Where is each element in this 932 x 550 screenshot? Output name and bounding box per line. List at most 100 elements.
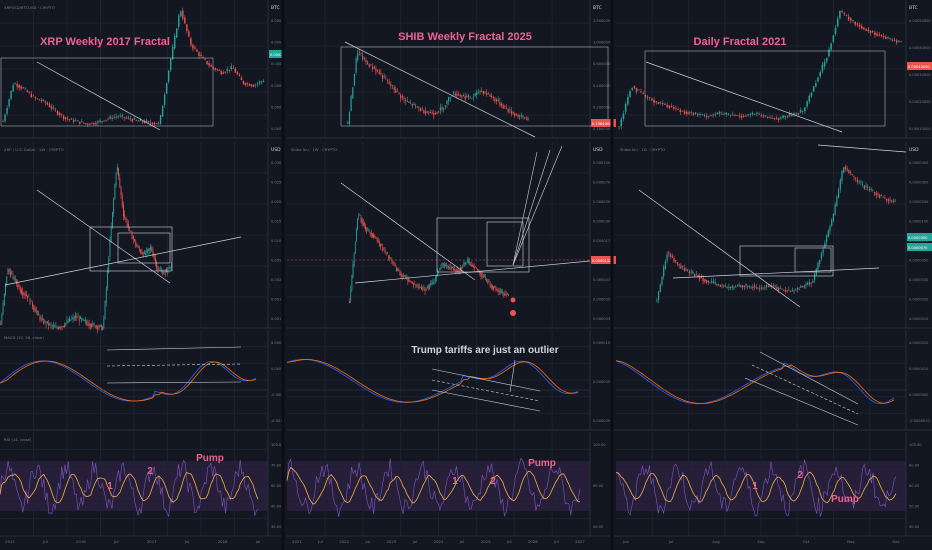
candle-body (799, 110, 802, 113)
candle-body (476, 91, 478, 95)
candle-body (686, 111, 688, 114)
price-badge-label: 0.0002 (270, 53, 283, 57)
axis-tick-label: 0.0000010 (909, 367, 929, 371)
candle-body (495, 99, 498, 102)
candle-body (232, 67, 235, 69)
rsi-annotation: 2 (490, 476, 496, 487)
pane-header: RSI (14, close) (4, 437, 32, 442)
candle-body (699, 276, 701, 280)
candle-body (373, 234, 374, 238)
candle-body (889, 199, 891, 201)
candle-body (772, 285, 775, 287)
axis-tick-label: -0.0005 (271, 393, 285, 397)
candle-body (830, 43, 832, 50)
candle-body (675, 260, 677, 261)
candle-body (728, 287, 730, 288)
candle-body (693, 273, 696, 277)
candle-body (433, 282, 435, 284)
candle-body (426, 111, 428, 113)
candle-body (246, 83, 249, 85)
candle-body (367, 62, 369, 65)
candle-body (791, 289, 793, 291)
candle-body (148, 248, 150, 251)
candle-body (690, 112, 693, 113)
candle-body (1, 314, 3, 325)
candle-body (889, 38, 891, 39)
candle-body (73, 120, 75, 122)
trendline (36, 189, 171, 284)
candle-body (25, 294, 27, 297)
candle-body (147, 248, 149, 252)
candle-body (378, 241, 380, 246)
candle-body (161, 106, 164, 117)
candle-body (656, 299, 658, 301)
candle-body (863, 27, 865, 30)
candle-body (95, 122, 97, 125)
candle-body (743, 285, 745, 287)
candle-body (391, 85, 394, 87)
candle-body (488, 281, 490, 283)
candle-body (685, 269, 687, 271)
candle-body (620, 119, 623, 127)
axis-tick-label: 0.4000000 (593, 84, 613, 88)
candle-body (489, 283, 491, 287)
channel-line (431, 368, 541, 392)
candle-body (169, 58, 172, 71)
candle-body (875, 192, 877, 196)
axis-tick-label: 0.0025 (271, 278, 284, 282)
time-axis-label: 2021 (292, 539, 302, 544)
candle-body (418, 286, 420, 288)
candle-body (855, 178, 857, 179)
candle-body (26, 90, 28, 92)
candle-body (509, 109, 511, 111)
axis-tick-label: 0.00030000 (909, 73, 931, 77)
candle-body (752, 286, 754, 288)
candle-body (29, 298, 31, 304)
candle-body (740, 285, 742, 288)
axis-tick-label: 0.0000200 (909, 200, 929, 204)
candle-body (494, 286, 496, 288)
candle-body (53, 325, 54, 327)
channel-line (759, 351, 859, 405)
candle-body (731, 285, 733, 288)
candle-body (260, 81, 263, 83)
candle-body (170, 266, 172, 268)
candle-body (712, 281, 715, 284)
candle-body (718, 112, 721, 114)
candle-body (408, 279, 410, 282)
candle-body (736, 285, 739, 287)
candle-body (151, 122, 154, 125)
candle-body (441, 262, 443, 266)
candle-body (750, 286, 752, 288)
candle-body (60, 114, 63, 116)
candle-body (30, 93, 33, 98)
fractal-box-inner (117, 232, 171, 264)
candle-body (784, 115, 787, 118)
candle-body (380, 73, 382, 74)
candle-body (115, 116, 117, 118)
pane-header: XRP / U.S. Dollar · 1W · CRYPTO (4, 147, 64, 152)
candle-body (222, 72, 224, 74)
candle-body (736, 115, 738, 116)
candle-body (50, 324, 52, 326)
candle-body (172, 46, 174, 59)
candle-body (700, 277, 703, 279)
candle-body (214, 68, 216, 70)
axis-tick-label: 0.0000400 (909, 161, 929, 165)
candle-body (497, 289, 499, 293)
candle-body (14, 278, 16, 280)
axis-tick-label: 0.00050000 (909, 19, 931, 23)
candle-body (82, 318, 84, 321)
candle-body (852, 20, 854, 21)
candle-body (68, 318, 70, 322)
candle-body (92, 322, 94, 325)
candle-body (642, 93, 644, 95)
candle-body (136, 244, 138, 248)
candle-body (190, 38, 192, 46)
candle-body (774, 285, 776, 287)
candle-body (131, 233, 133, 240)
candle-body (784, 289, 787, 292)
candle-body (789, 290, 792, 292)
candle-body (494, 98, 496, 102)
candle-body (869, 30, 872, 34)
